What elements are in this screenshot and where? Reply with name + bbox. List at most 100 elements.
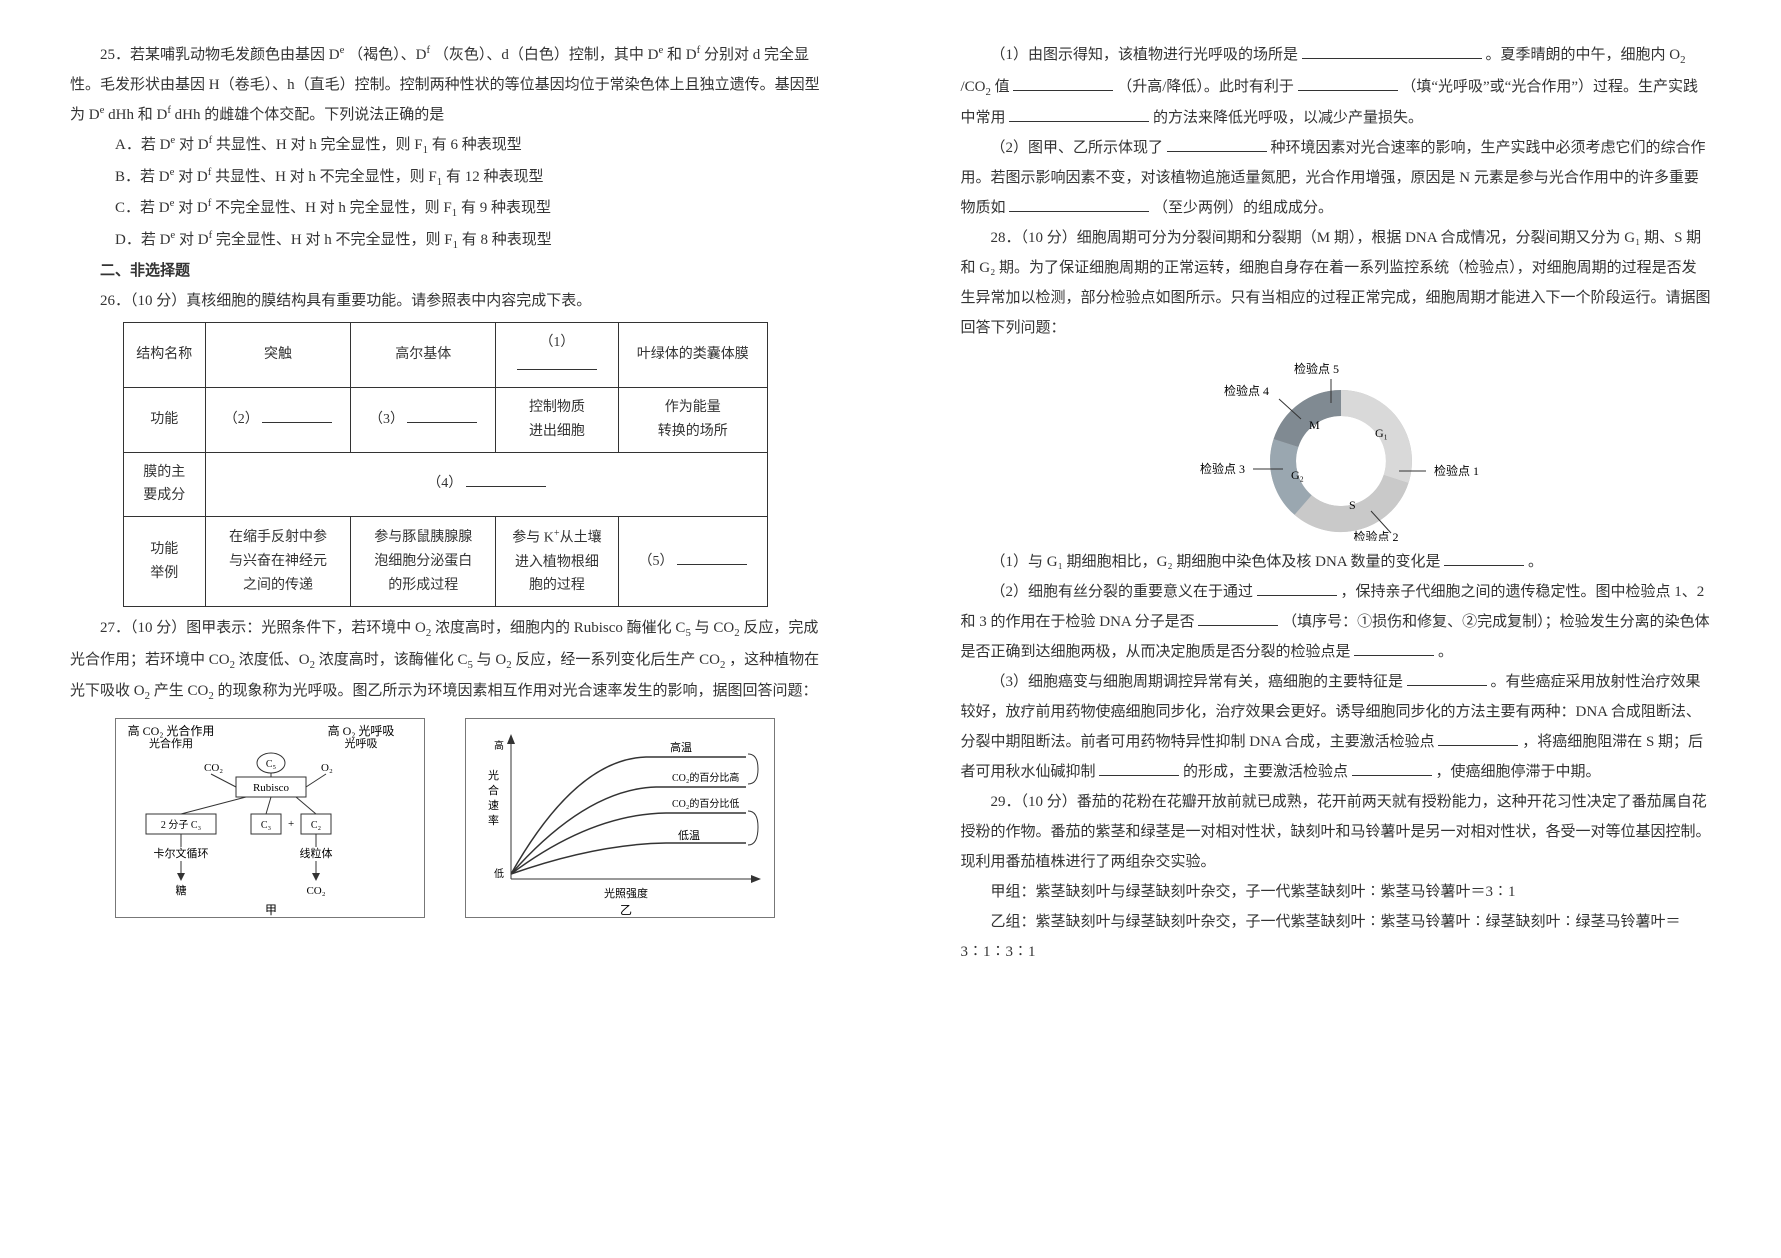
q25C1: C．若 D (115, 200, 170, 216)
ph-m: M (1309, 418, 1320, 432)
cp3: 检验点 3 (1200, 461, 1245, 476)
blank-r1 (1302, 44, 1482, 59)
q25D3: 完全显性、H 对 h 不完全显性，则 F (216, 232, 453, 248)
cell-r2c2: （2） (205, 387, 350, 452)
q27-p1: （1）由图示得知，该植物进行光呼吸的场所是 。夏季晴朗的中午，细胞内 O2 /C… (961, 40, 1712, 133)
r1d: 值 (995, 79, 1010, 95)
right-column: （1）由图示得知，该植物进行光呼吸的场所是 。夏季晴朗的中午，细胞内 O2 /C… (891, 0, 1781, 1258)
cell-r2c4: 控制物质 进出细胞 (496, 387, 618, 452)
q27g: 与 O (477, 652, 507, 668)
q28p1b: 。 (1528, 554, 1543, 570)
cp4: 检验点 4 (1224, 383, 1269, 398)
r2c: （至少两例）的组成成分。 (1153, 200, 1333, 216)
q25B2: 对 D (178, 169, 208, 185)
table-row: 功能 （2） （3） 控制物质 进出细胞 作为能量 转换的场所 (123, 387, 767, 452)
q29-line2: 乙组：紫茎缺刻叶与绿茎缺刻叶杂交，子一代紫茎缺刻叶∶紫茎马铃薯叶∶绿茎缺刻叶∶绿… (961, 907, 1712, 967)
cell-r1c5: 叶绿体的类囊体膜 (618, 323, 767, 388)
q29-stem: 29．（10 分）番茄的花粉在花瓣开放前就已成熟，花开前两天就有授粉能力，这种开… (961, 787, 1712, 877)
q27-stem: 27．（10 分）图甲表示：光照条件下，若环境中 O2 浓度高时，细胞内的 Ru… (70, 613, 821, 708)
q28p1a: （1）与 G₁ 期细胞相比，G₂ 期细胞中染色体及核 DNA 数量的变化是 (991, 554, 1441, 570)
q27h: 反应，经一系列变化后生产 CO (515, 652, 720, 668)
q25A3: 共显性、H 对 h 完全显性，则 F (216, 137, 423, 153)
blank-r3 (1298, 76, 1398, 91)
cp1: 检验点 1 (1434, 463, 1479, 478)
blank-q28-7 (1099, 761, 1179, 776)
cell-r4c2: 在缩手反射中参 与兴奋在神经元 之间的传递 (205, 517, 350, 607)
figA-rubisco: Rubisco (253, 782, 290, 794)
cell-r1c4: （1） (496, 323, 618, 388)
q25-stem: 25．若某哺乳动物毛发颜色由基因 De （褐色）、Df （灰色）、d（白色）控制… (70, 40, 821, 130)
r2a: （2）图甲、乙所示体现了 (991, 140, 1164, 156)
blank-q28-8 (1352, 761, 1432, 776)
cell-r4c5: （5） (618, 517, 767, 607)
blank-5 (677, 551, 747, 565)
blank-q28-4 (1354, 641, 1434, 656)
table-row: 结构名称 突触 高尔基体 （1） 叶绿体的类囊体膜 (123, 323, 767, 388)
figB-y1: 光 (488, 768, 499, 782)
cell-r4c4: 参与 K+从土壤 进入植物根细 胞的过程 (496, 517, 618, 607)
t44a: 参与 K (512, 531, 554, 546)
q28-p2: （2）细胞有丝分裂的重要意义在于通过 ，保持亲子代细胞之间的遗传稳定性。图中检验… (961, 577, 1712, 667)
blank-4 (466, 473, 546, 487)
q28p3e: ，使癌细胞停滞于中期。 (1436, 764, 1601, 780)
blank-q28-3 (1198, 611, 1278, 626)
q28-cycle-figure: G₁ S G₂ M 检验点 1 检验点 2 检验点 3 检验点 4 检验点 5 (961, 351, 1712, 541)
cell-r1c1: 结构名称 (123, 323, 205, 388)
q28p3a: （3）细胞癌变与细胞周期调控异常有关，癌细胞的主要特征是 (991, 674, 1404, 690)
q28-p1: （1）与 G₁ 期细胞相比，G₂ 期细胞中染色体及核 DNA 数量的变化是 。 (961, 547, 1712, 577)
q25D1: D．若 D (115, 232, 170, 248)
cycle-svg: G₁ S G₂ M 检验点 1 检验点 2 检验点 3 检验点 4 检验点 5 (1176, 351, 1496, 541)
q25B1: B．若 D (115, 169, 170, 185)
svg-text:光合作用: 光合作用 (149, 736, 193, 750)
figA-co2out: CO₂ (307, 885, 326, 897)
svg-text:率: 率 (488, 813, 499, 827)
figA-cap: 甲 (265, 903, 277, 917)
svg-text:+: + (288, 818, 294, 830)
q25-s3: （灰色）、d（白色）控制，其中 D (434, 47, 659, 63)
q25C3: 不完全显性、H 对 h 完全显性，则 F (215, 200, 452, 216)
figA-calvin: 卡尔文循环 (154, 846, 209, 860)
q28p3d: 的形成，主要激活检验点 (1183, 764, 1348, 780)
q27k: 的现象称为光呼吸。图乙所示为环境因素相互作用对光合速率发生的影响，据图回答问题： (218, 683, 818, 699)
q25A2: 对 D (179, 137, 209, 153)
q28p2a: （2）细胞有丝分裂的重要意义在于通过 (991, 584, 1254, 600)
cell-r2c3: （3） (351, 387, 496, 452)
t32: （4） (427, 476, 462, 491)
svg-text:C₃: C₃ (261, 820, 271, 831)
q29-line1: 甲组：紫茎缺刻叶与绿茎缺刻叶杂交，子一代紫茎缺刻叶∶紫茎马铃薯叶＝3∶1 (961, 877, 1712, 907)
q25B3: 共显性、H 对 h 不完全显性，则 F (215, 169, 437, 185)
q28p2d: 。 (1438, 644, 1453, 660)
q27a: 27．（10 分）图甲表示：光照条件下，若环境中 O (100, 620, 426, 636)
figA-co2: CO₂ (204, 762, 223, 774)
cell-r1c4-t: （1） (539, 335, 574, 350)
cell-r3c1: 膜的主 要成分 (123, 452, 205, 517)
blank-1 (517, 356, 597, 370)
figB-lowT: 低温 (678, 829, 700, 842)
q27e: 浓度低、O (239, 652, 310, 668)
q28-stem: 28．（10 分）细胞周期可分为分裂间期和分裂期（M 期），根据 DNA 合成情… (961, 223, 1712, 343)
r1g: 的方法来降低光呼吸，以减少产量损失。 (1153, 110, 1423, 126)
blank-r4 (1009, 107, 1149, 122)
figB-lc: CO₂的百分比低 (672, 797, 739, 810)
r1a: （1）由图示得知，该植物进行光呼吸的场所是 (991, 47, 1299, 63)
figB-ll: 低 (494, 867, 504, 880)
q27-p2: （2）图甲、乙所示体现了 种环境因素对光合速率的影响，生产实践中必须考虑它们的综… (961, 133, 1712, 223)
q25-optD: D．若 De 对 Df 完全显性、H 对 h 不完全显性，则 F1 有 8 种表… (70, 225, 821, 257)
cp5: 检验点 5 (1294, 361, 1339, 376)
svg-text:速: 速 (488, 799, 499, 812)
blank-r5 (1167, 137, 1267, 152)
q25-s7: dHh 的雌雄个体交配。下列说法正确的是 (175, 107, 445, 123)
figB-hc: CO₂的百分比高 (672, 771, 739, 784)
cell-r2c1: 功能 (123, 387, 205, 452)
q25C2: 对 D (178, 200, 208, 216)
cell-r2c5: 作为能量 转换的场所 (618, 387, 767, 452)
q25-optA: A．若 De 对 Df 共显性、H 对 h 完全显性，则 F1 有 6 种表现型 (70, 130, 821, 162)
cell-r4c3: 参与豚鼠胰腺腺 泡细胞分泌蛋白 的形成过程 (351, 517, 496, 607)
blank-q28-2 (1257, 581, 1337, 596)
t22: （2） (224, 412, 259, 427)
cp2: 检验点 2 (1353, 529, 1398, 541)
left-column: 25．若某哺乳动物毛发颜色由基因 De （褐色）、Df （灰色）、d（白色）控制… (0, 0, 891, 1258)
q25A4: 有 6 种表现型 (432, 137, 522, 153)
q25-s4: 和 D (667, 47, 697, 63)
ph-g1: G₁ (1375, 426, 1388, 440)
